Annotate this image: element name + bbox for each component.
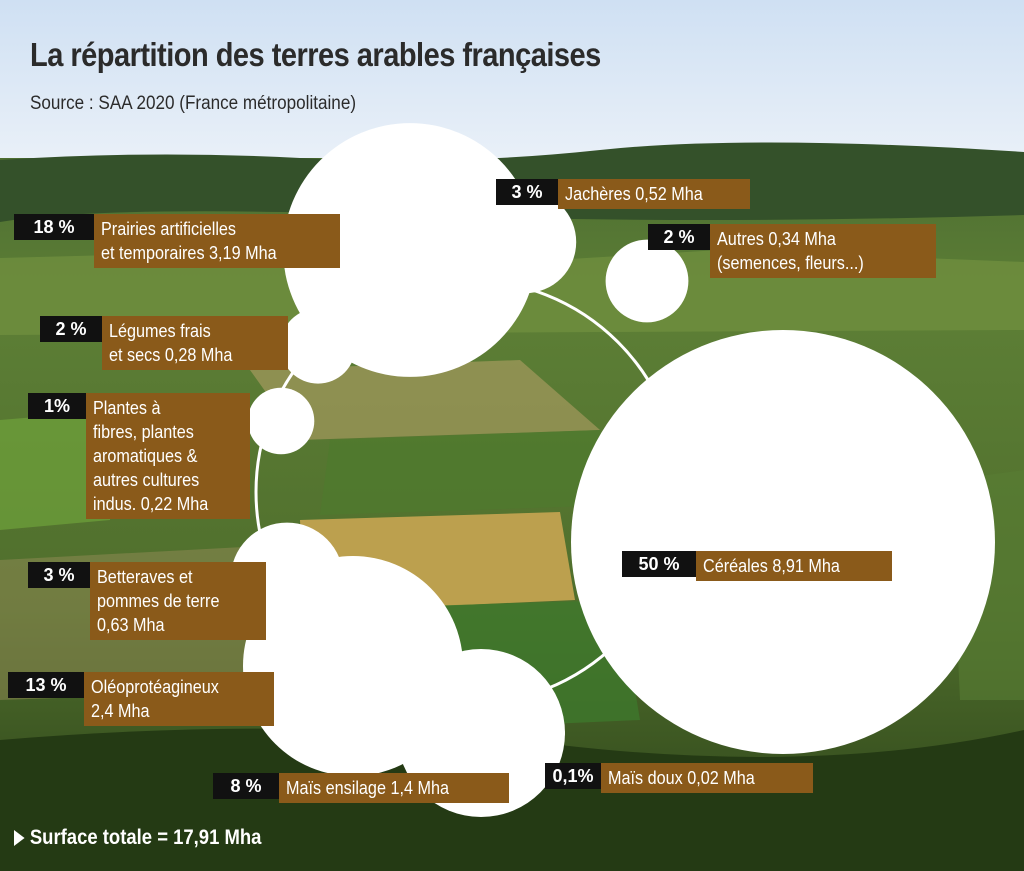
percent-badge: 50 %: [622, 551, 696, 577]
category-label-8: 3 % Jachères 0,52 Mha: [496, 179, 750, 209]
category-label-4: 3 % Betteraves et pommes de terre 0,63 Mha: [28, 562, 266, 640]
percent-badge: 1%: [28, 393, 86, 419]
percent-badge: 2 %: [648, 224, 710, 250]
category-text-line: Plantes à: [93, 398, 161, 418]
category-text-line: aromatiques &: [93, 446, 198, 466]
category-label-0: 50 % Céréales 8,91 Mha: [622, 551, 892, 581]
category-label-3: 13 % Oléoprotéagineux 2,4 Mha: [8, 672, 274, 726]
category-text-line: Céréales 8,91 Mha: [703, 556, 840, 576]
category-text-line: pommes de terre: [97, 591, 220, 611]
category-text: Maïs ensilage 1,4 Mha: [279, 773, 509, 803]
category-text-line: Légumes frais: [109, 321, 211, 341]
chart-source: Source : SAA 2020 (France métropolitaine…: [30, 93, 357, 114]
percent-badge: 3 %: [28, 562, 90, 588]
category-text-line: Prairies artificielles: [101, 219, 237, 239]
category-text-line: (semences, fleurs...): [717, 253, 864, 273]
category-text-line: et temporaires 3,19 Mha: [101, 243, 277, 263]
category-text-line: Maïs doux 0,02 Mha: [608, 768, 755, 788]
category-text-line: autres cultures: [93, 470, 200, 490]
category-text: Betteraves et pommes de terre 0,63 Mha: [90, 562, 266, 640]
bubble-5: [247, 387, 315, 455]
percent-badge: 13 %: [8, 672, 84, 698]
category-text-line: Betteraves et: [97, 567, 193, 587]
percent-badge: 2 %: [40, 316, 102, 342]
bubble-9: [605, 239, 689, 323]
category-text-line: Oléoprotéagineux: [91, 677, 219, 697]
category-text: Oléoprotéagineux 2,4 Mha: [84, 672, 274, 726]
total-surface-label: Surface totale = 17,91 Mha: [29, 826, 262, 849]
category-label-5: 1% Plantes à fibres, plantes aromatiques & a…: [28, 393, 250, 519]
arrow-right-icon: [14, 830, 25, 846]
category-text-line: Jachères 0,52 Mha: [565, 184, 703, 204]
category-label-1: 0,1% Maïs doux 0,02 Mha: [545, 763, 813, 793]
category-text: Autres 0,34 Mha (semences, fleurs...): [710, 224, 936, 278]
category-label-9: 2 % Autres 0,34 Mha (semences, fleurs...): [648, 224, 936, 278]
category-text-line: Autres 0,34 Mha: [717, 229, 836, 249]
category-text-line: indus. 0,22 Mha: [93, 494, 209, 514]
category-label-7: 18 % Prairies artificielles et temporaires…: [14, 214, 340, 268]
bubble-0: [571, 330, 995, 754]
category-text: Plantes à fibres, plantes aromatiques & aut…: [86, 393, 250, 519]
category-label-6: 2 % Légumes frais et secs 0,28 Mha: [40, 316, 288, 370]
category-text-line: 2,4 Mha: [91, 701, 150, 721]
category-text: Céréales 8,91 Mha: [696, 551, 892, 581]
category-text: Légumes frais et secs 0,28 Mha: [102, 316, 288, 370]
category-text: Maïs doux 0,02 Mha: [601, 763, 813, 793]
category-text: Jachères 0,52 Mha: [558, 179, 750, 209]
category-label-2: 8 % Maïs ensilage 1,4 Mha: [213, 773, 509, 803]
bubble-7: [283, 123, 537, 377]
total-surface: Surface totale = 17,91 Mha: [14, 826, 261, 850]
percent-badge: 0,1%: [545, 763, 601, 789]
percent-badge: 8 %: [213, 773, 279, 799]
category-text: Prairies artificielles et temporaires 3,1…: [94, 214, 340, 268]
bubble-8: [473, 190, 577, 294]
chart-title: La répartition des terres arables frança…: [30, 36, 601, 73]
category-text-line: 0,63 Mha: [97, 615, 165, 635]
percent-badge: 3 %: [496, 179, 558, 205]
percent-badge: 18 %: [14, 214, 94, 240]
category-text-line: fibres, plantes: [93, 422, 194, 442]
category-text-line: Maïs ensilage 1,4 Mha: [286, 778, 449, 798]
category-text-line: et secs 0,28 Mha: [109, 345, 233, 365]
